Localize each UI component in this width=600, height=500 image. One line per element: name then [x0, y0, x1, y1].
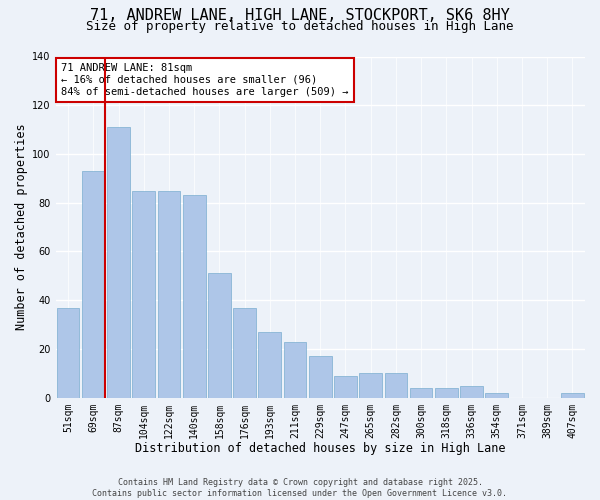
Bar: [309, 356, 332, 398]
X-axis label: Distribution of detached houses by size in High Lane: Distribution of detached houses by size …: [135, 442, 506, 455]
Text: Size of property relative to detached houses in High Lane: Size of property relative to detached ho…: [86, 20, 514, 33]
Bar: [385, 374, 407, 398]
Bar: [183, 196, 206, 398]
Bar: [561, 393, 584, 398]
Bar: [435, 388, 458, 398]
Bar: [158, 190, 181, 398]
Bar: [259, 332, 281, 398]
Bar: [82, 171, 104, 398]
Bar: [284, 342, 307, 398]
Text: 71 ANDREW LANE: 81sqm
← 16% of detached houses are smaller (96)
84% of semi-deta: 71 ANDREW LANE: 81sqm ← 16% of detached …: [61, 64, 349, 96]
Bar: [485, 393, 508, 398]
Bar: [208, 274, 231, 398]
Bar: [233, 308, 256, 398]
Text: Contains HM Land Registry data © Crown copyright and database right 2025.
Contai: Contains HM Land Registry data © Crown c…: [92, 478, 508, 498]
Y-axis label: Number of detached properties: Number of detached properties: [15, 124, 28, 330]
Bar: [107, 127, 130, 398]
Text: 71, ANDREW LANE, HIGH LANE, STOCKPORT, SK6 8HY: 71, ANDREW LANE, HIGH LANE, STOCKPORT, S…: [90, 8, 510, 22]
Bar: [359, 374, 382, 398]
Bar: [334, 376, 357, 398]
Bar: [57, 308, 79, 398]
Bar: [460, 386, 483, 398]
Bar: [410, 388, 433, 398]
Bar: [133, 190, 155, 398]
